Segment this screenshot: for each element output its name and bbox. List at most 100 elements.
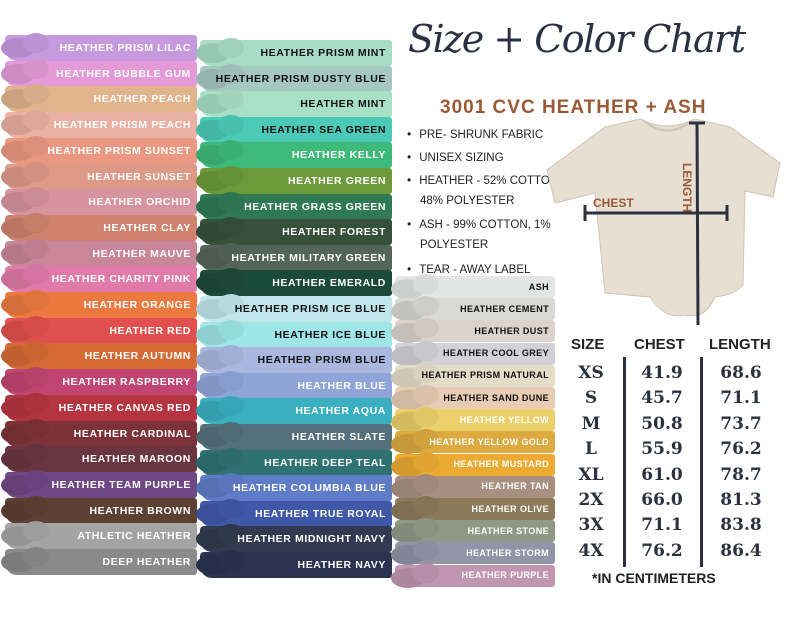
color-swatch: ATHLETIC HEATHER [1, 521, 197, 550]
knot-shape [413, 562, 439, 583]
knot-shape [413, 274, 439, 294]
swatch-label: HEATHER STORM [466, 547, 549, 558]
swatch-label: HEATHER SUNSET [87, 170, 191, 183]
swatch-label: HEATHER PRISM SUNSET [47, 144, 191, 157]
length-cell: 68.6 [720, 363, 762, 383]
length-cell: 73.7 [720, 413, 762, 434]
chest-cell: 50.8 [641, 413, 683, 434]
swatch-label: HEATHER CLAY [103, 221, 191, 234]
knot-shape [218, 294, 244, 314]
swatch-label: HEATHER SAND DUNE [443, 392, 549, 403]
color-swatch: HEATHER MUSTARD [391, 451, 555, 477]
product-subtitle: 3001 CVC HEATHER + ASH [440, 97, 707, 118]
swatch-label: HEATHER MUSTARD [453, 459, 549, 470]
swatch-label: HEATHER ORCHID [88, 196, 191, 209]
color-swatch: HEATHER PRISM MINT [196, 38, 392, 66]
chest-cell: 41.9 [641, 363, 683, 383]
color-swatch: HEATHER MILITARY GREEN [196, 242, 392, 271]
color-swatch: HEATHER ORANGE [1, 290, 197, 318]
swatch-label: HEATHER PRISM BLUE [257, 354, 386, 367]
swatch-label: HEATHER KELLY [291, 149, 386, 162]
table-divider [700, 357, 703, 567]
swatch-label: HEATHER RED [109, 324, 191, 337]
swatch-label: HEATHER PURPLE [461, 570, 549, 581]
units-footnote: *IN CENTIMETERS [592, 570, 716, 586]
color-swatch: HEATHER COLUMBIA BLUE [196, 473, 392, 502]
knot-shape [23, 33, 49, 53]
color-swatch: HEATHER GREEN [196, 166, 392, 194]
color-swatch: HEATHER CEMENT [391, 296, 555, 322]
swatch-label: HEATHER PRISM NATURAL [421, 370, 549, 381]
knot-shape [413, 340, 439, 361]
swatch-label: HEATHER MIDNIGHT NAVY [237, 533, 386, 546]
feature-bullet: HEATHER - 52% COTTON, [407, 173, 561, 189]
swatch-label: HEATHER YELLOW [459, 414, 549, 425]
size-cell: 4X [578, 540, 604, 561]
swatch-label: HEATHER CANVAS RED [58, 401, 191, 414]
swatch-label: HEATHER COLUMBIA BLUE [232, 482, 386, 495]
knot-shape [413, 518, 439, 539]
header-size: SIZE [571, 336, 605, 353]
length-cell: 86.4 [720, 540, 762, 561]
feature-bullet: TEAR - AWAY LABEL [407, 262, 530, 278]
swatch-label: HEATHER MAUVE [92, 247, 191, 260]
chest-cell: 76.2 [641, 540, 683, 561]
knot-shape [23, 212, 49, 233]
color-swatch: HEATHER GRASS GREEN [196, 191, 392, 220]
knot-shape [218, 524, 244, 545]
feature-bullet-cont: POLYESTER [420, 239, 489, 251]
knot-shape [218, 473, 244, 494]
swatch-label: HEATHER BROWN [89, 504, 191, 517]
color-swatch: HEATHER CLAY [1, 212, 197, 241]
feature-bullet-cont: 48% POLYESTER [420, 195, 515, 207]
knot-shape [218, 217, 244, 238]
swatch-label: ATHLETIC HEATHER [77, 530, 191, 543]
swatch-label: HEATHER CARDINAL [73, 427, 191, 440]
knot-shape [218, 396, 244, 417]
knot-shape [23, 367, 49, 388]
color-swatch: HEATHER SAND DUNE [391, 385, 555, 410]
chest-label: CHEST [593, 196, 634, 210]
knot-shape [413, 496, 439, 516]
knot-shape [23, 238, 49, 259]
knot-shape [413, 407, 439, 428]
knot-shape [218, 38, 244, 58]
swatch-label: HEATHER CEMENT [460, 303, 549, 314]
color-swatch: HEATHER PRISM BLUE [196, 345, 392, 374]
header-length: LENGTH [709, 336, 771, 353]
knot-shape [23, 521, 49, 542]
color-swatch: DEEP HEATHER [1, 547, 197, 575]
knot-shape [23, 135, 49, 156]
color-swatch: HEATHER PRISM PEACH [1, 110, 197, 139]
knot-shape [413, 362, 439, 383]
swatch-label: HEATHER BLUE [297, 379, 386, 392]
color-swatch: HEATHER PRISM SUNSET [1, 135, 197, 164]
swatch-label: HEATHER SLATE [291, 431, 386, 443]
color-swatch: HEATHER COOL GREY [391, 340, 555, 366]
size-cell: 3X [578, 515, 604, 536]
knot-shape [218, 268, 244, 289]
size-cell: XL [578, 464, 604, 485]
knot-shape [218, 63, 244, 84]
knot-shape [413, 451, 439, 472]
swatch-label: HEATHER DUST [474, 325, 549, 336]
swatch-label: HEATHER PRISM ICE BLUE [234, 303, 386, 315]
knot-shape [23, 469, 49, 490]
swatch-label: HEATHER EMERALD [272, 277, 386, 290]
knot-shape [218, 319, 244, 340]
color-swatch: HEATHER MAROON [1, 444, 197, 473]
size-cell: M [581, 413, 601, 434]
swatch-label: HEATHER TAN [481, 481, 549, 492]
swatch-label: HEATHER STONE [467, 525, 549, 536]
knot-shape [23, 110, 49, 131]
chart-title: Size + Color Chart [408, 17, 746, 61]
length-cell: 76.2 [720, 439, 762, 460]
knot-shape [218, 242, 244, 263]
table-divider [623, 357, 626, 567]
color-swatch: HEATHER YELLOW [391, 407, 555, 433]
color-swatch: HEATHER TRUE ROYAL [196, 498, 392, 527]
swatch-label: HEATHER PRISM PEACH [53, 119, 191, 132]
tshirt-diagram: CHEST LENGTH [546, 118, 781, 326]
swatch-label: HEATHER NAVY [297, 559, 386, 571]
size-cell: XS [578, 363, 604, 383]
